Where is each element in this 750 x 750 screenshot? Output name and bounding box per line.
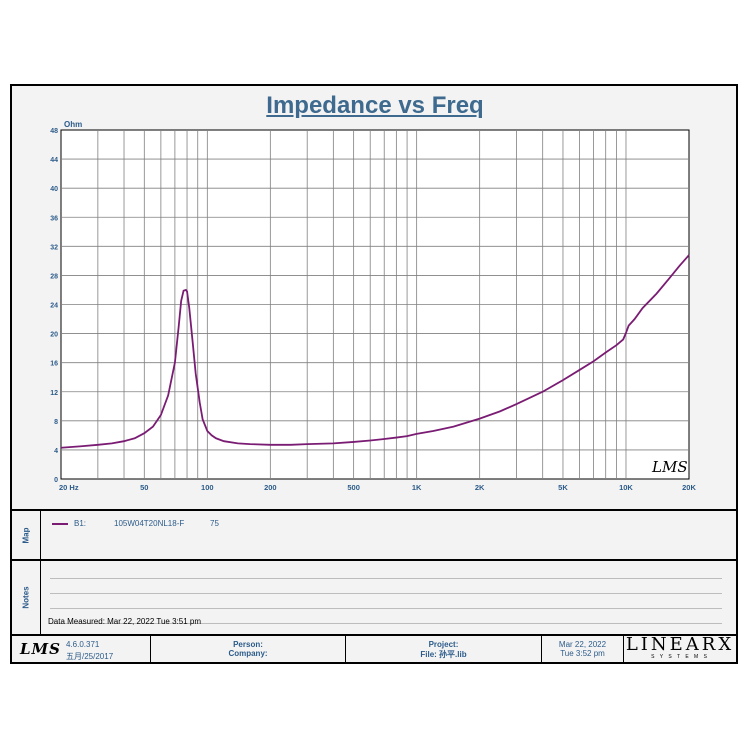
- note-line: [396, 608, 722, 609]
- x-tick-label: 200: [264, 483, 277, 492]
- y-tick-label: 28: [50, 273, 58, 280]
- x-tick-label: 500: [347, 483, 360, 492]
- chart-title: Impedance vs Freq: [266, 92, 484, 119]
- note-line: [396, 623, 722, 624]
- x-tick-labels: 20 Hz 50 100 200 500 1K 2K 5K 10K 20K: [59, 483, 696, 492]
- footer-date-cell: Mar 22, 2022 Tue 3:52 pm: [542, 636, 624, 662]
- grid-lines: [61, 130, 689, 479]
- note-line: [396, 593, 722, 594]
- project-label: Project:: [428, 640, 459, 649]
- data-measured: Data Measured: Mar 22, 2022 Tue 3:51 pm: [48, 617, 201, 626]
- footer-date: Mar 22, 2022: [558, 640, 607, 649]
- notes-section: Notes Data Measured: Mar 22, 2022 Tue 3:…: [12, 559, 736, 634]
- y-tick-label: 0: [54, 477, 58, 484]
- legend-value: 75: [210, 519, 219, 528]
- legend-id: B1:: [74, 519, 87, 528]
- y-tick-label: 8: [54, 419, 58, 426]
- version: 4.6.0.371: [66, 640, 100, 649]
- x-tick-label: 50: [140, 483, 148, 492]
- footer-version-cell: LMS 4.6.0.371 五月/25/2017: [12, 636, 151, 662]
- map-side-label: Map: [12, 511, 41, 559]
- legend-swatch: [52, 522, 68, 525]
- y-tick-label: 20: [50, 332, 58, 339]
- note-line: [50, 578, 398, 579]
- footer-time: Tue 3:52 pm: [560, 649, 605, 658]
- linearx-brand-sub: S Y S T E M S: [651, 654, 709, 660]
- linearx-brand: LINEARX: [625, 634, 735, 655]
- note-line: [396, 578, 722, 579]
- footer-person-cell: Person: Company:: [151, 636, 346, 662]
- y-tick-label: 24: [50, 303, 58, 310]
- footer-bar: LMS 4.6.0.371 五月/25/2017 Person: Company…: [12, 634, 736, 662]
- y-tick-label: 40: [50, 186, 58, 193]
- y-tick-label: 32: [50, 244, 58, 251]
- footer-project-cell: Project: File: 孙平.lib: [346, 636, 542, 662]
- x-tick-label: 10K: [619, 483, 633, 492]
- notes-side-label: Notes: [12, 561, 41, 634]
- lms-watermark: LMS: [651, 458, 688, 476]
- note-line: [50, 593, 398, 594]
- y-unit-label: Ohm: [64, 120, 82, 129]
- y-tick-label: 16: [50, 361, 58, 368]
- person-label: Person:: [233, 640, 263, 649]
- footer-brand-cell: LINEARX S Y S T E M S: [624, 636, 736, 662]
- y-tick-label: 36: [50, 215, 58, 222]
- note-line: [50, 623, 398, 624]
- x-tick-label: 20 Hz: [59, 483, 79, 492]
- company-label: Company:: [228, 649, 268, 658]
- legend-entry: B1: 105W04T20NL18-F 75: [52, 519, 219, 528]
- map-section: Map B1: 105W04T20NL18-F 75: [12, 509, 736, 559]
- x-tick-label: 20K: [682, 483, 696, 492]
- legend-name: 105W04T20NL18-F: [114, 519, 185, 528]
- y-tick-label: 44: [50, 157, 58, 164]
- lms-logo: LMS: [20, 640, 61, 658]
- x-tick-label: 2K: [475, 483, 485, 492]
- note-line: [50, 608, 398, 609]
- y-tick-label: 4: [54, 448, 58, 455]
- file-label: File: 孙平.lib: [420, 650, 467, 659]
- y-tick-label: 48: [50, 128, 58, 135]
- x-tick-label: 5K: [558, 483, 568, 492]
- y-tick-label: 12: [50, 390, 58, 397]
- x-tick-label: 1K: [412, 483, 422, 492]
- x-tick-label: 100: [201, 483, 214, 492]
- impedance-curve: [60, 254, 690, 449]
- version-date: 五月/25/2017: [66, 652, 114, 661]
